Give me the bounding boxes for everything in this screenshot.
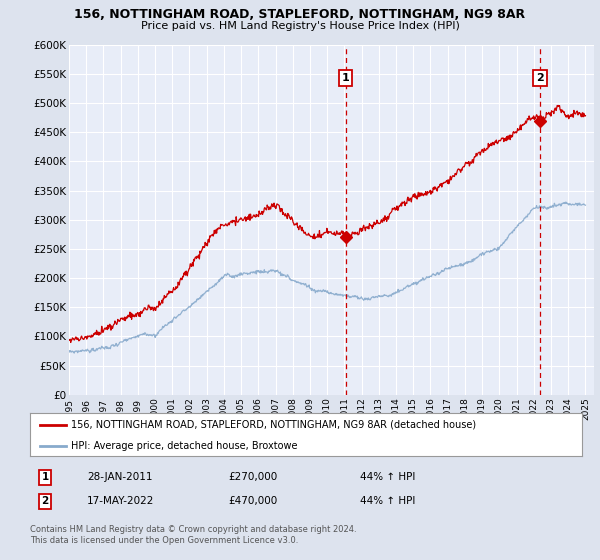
Text: HPI: Average price, detached house, Broxtowe: HPI: Average price, detached house, Brox… [71,441,298,451]
Text: 17-MAY-2022: 17-MAY-2022 [87,496,154,506]
Text: 1: 1 [41,472,49,482]
Text: 156, NOTTINGHAM ROAD, STAPLEFORD, NOTTINGHAM, NG9 8AR: 156, NOTTINGHAM ROAD, STAPLEFORD, NOTTIN… [74,8,526,21]
Text: 44% ↑ HPI: 44% ↑ HPI [360,472,415,482]
Text: 2: 2 [536,73,544,83]
Text: 1: 1 [342,73,349,83]
Text: Price paid vs. HM Land Registry's House Price Index (HPI): Price paid vs. HM Land Registry's House … [140,21,460,31]
Text: 28-JAN-2011: 28-JAN-2011 [87,472,152,482]
Text: £470,000: £470,000 [228,496,277,506]
Text: 156, NOTTINGHAM ROAD, STAPLEFORD, NOTTINGHAM, NG9 8AR (detached house): 156, NOTTINGHAM ROAD, STAPLEFORD, NOTTIN… [71,420,476,430]
Text: 44% ↑ HPI: 44% ↑ HPI [360,496,415,506]
Text: 2: 2 [41,496,49,506]
Text: £270,000: £270,000 [228,472,277,482]
Text: Contains HM Land Registry data © Crown copyright and database right 2024.
This d: Contains HM Land Registry data © Crown c… [30,525,356,545]
